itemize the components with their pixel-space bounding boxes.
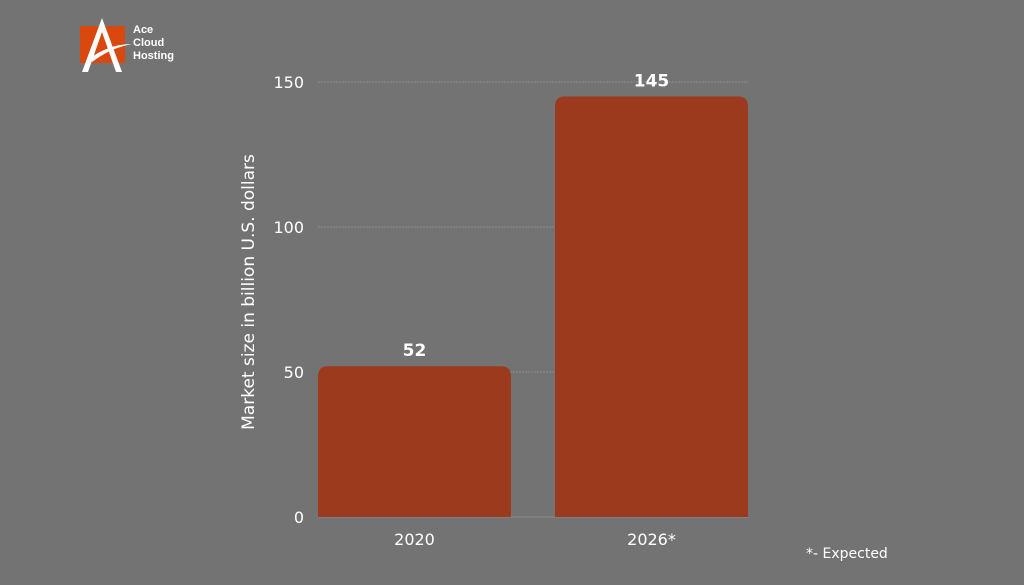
logo-line-3: Hosting [133,50,174,62]
data-label: 52 [403,341,427,361]
y-tick-label: 50 [284,363,304,382]
bar-2020 [318,366,511,517]
y-axis-label: Market size in billion U.S. dollars [239,154,259,430]
bar-2026 [555,96,748,517]
logo-line-2: Cloud [133,37,165,49]
footnote: *- Expected [806,546,888,562]
y-tick-label: 0 [294,508,304,527]
y-tick-label: 100 [273,218,304,237]
ace-cloud-hosting-logo [80,18,190,73]
y-tick-label: 150 [273,73,304,92]
logo-line-1: Ace [133,24,154,36]
logo-text: Ace Cloud Hosting [133,24,174,63]
x-tick-label: 2026* [627,530,676,549]
x-tick-label: 2020 [394,530,435,549]
data-label: 145 [634,72,670,92]
